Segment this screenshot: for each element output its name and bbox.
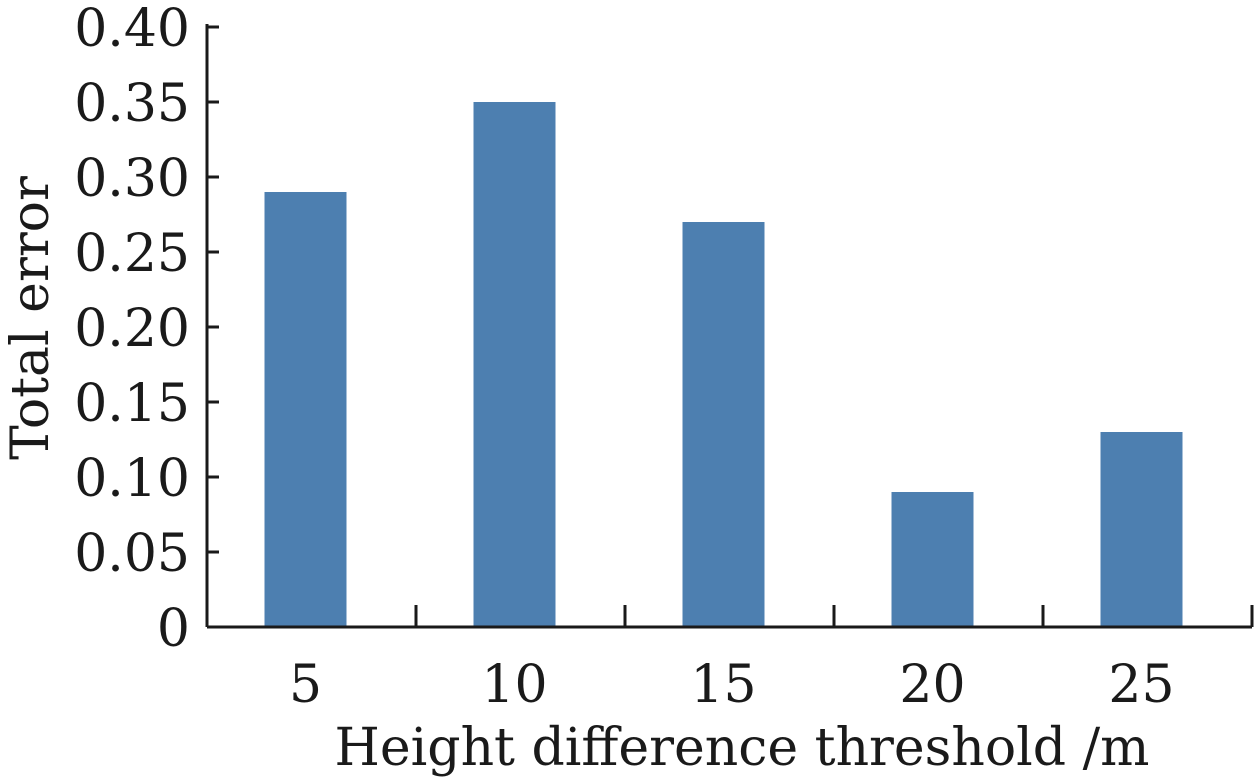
bar-25 xyxy=(1100,432,1183,627)
bar-20 xyxy=(891,492,974,627)
y-tick-label: 0.35 xyxy=(74,74,190,134)
y-tick-label: 0.25 xyxy=(74,224,190,284)
x-tick-label: 10 xyxy=(481,655,547,715)
y-tick-label: 0 xyxy=(157,599,190,659)
y-tick-label: 0.05 xyxy=(74,524,190,584)
y-axis-title: Total error xyxy=(1,176,61,460)
x-tick-label: 5 xyxy=(289,655,322,715)
x-axis-title: Height difference threshold /m xyxy=(335,718,1150,778)
y-tick-label: 0.10 xyxy=(74,449,190,509)
x-tick-label: 20 xyxy=(899,655,965,715)
bar-5 xyxy=(264,192,347,627)
y-tick-label: 0.30 xyxy=(74,149,190,209)
x-ticks-group: 5 10 15 20 25 xyxy=(289,605,1254,715)
y-ticks-group: 0 0.05 0.10 0.15 0.20 0.25 0.30 0.35 0.40 xyxy=(74,0,219,659)
bar-15 xyxy=(682,222,765,627)
y-tick-label: 0.20 xyxy=(74,299,190,359)
y-tick-label: 0.15 xyxy=(74,374,190,434)
x-tick-label: 15 xyxy=(690,655,756,715)
bar-10 xyxy=(473,102,556,627)
y-tick-label: 0.40 xyxy=(74,0,190,59)
x-tick-label: 25 xyxy=(1108,655,1174,715)
bars-group xyxy=(264,102,1183,627)
